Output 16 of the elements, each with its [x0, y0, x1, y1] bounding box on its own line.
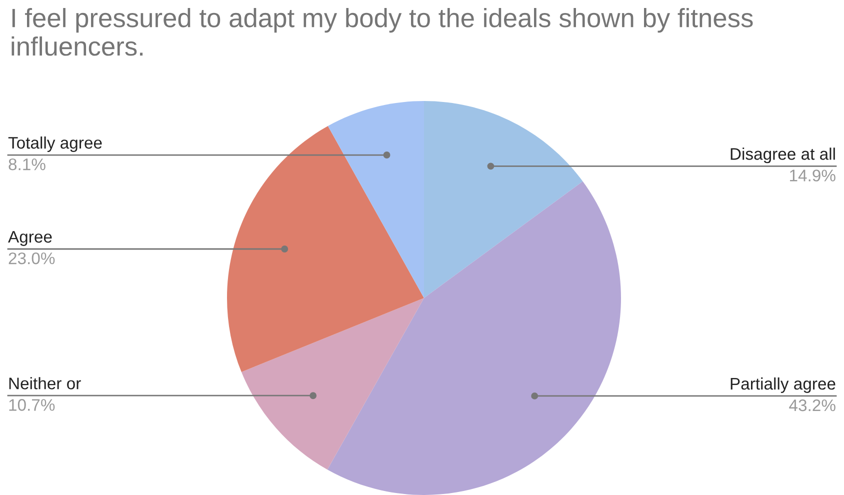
data-label: 10.7% — [9, 399, 55, 411]
slice-label: Agree — [8, 231, 52, 246]
slice-label: Partially agree — [730, 377, 836, 393]
slice-label: Totally agree — [8, 136, 102, 152]
pie-slice — [424, 101, 583, 298]
pie-slice — [327, 181, 621, 495]
data-label: 8.1% — [8, 158, 46, 170]
pie-slice — [241, 298, 424, 470]
pie-slice — [227, 126, 424, 372]
slice-label: Disagree at all — [730, 148, 835, 164]
data-label: 43.2% — [789, 399, 836, 412]
data-label: 23.0% — [8, 252, 55, 264]
data-label: 14.9% — [790, 170, 836, 182]
chart-title: I feel pressured to adapt my body to the ideals shown by fitness influencers. — [12, 8, 753, 56]
pie-slice — [328, 101, 424, 298]
slice-label: Neither or — [9, 377, 81, 390]
